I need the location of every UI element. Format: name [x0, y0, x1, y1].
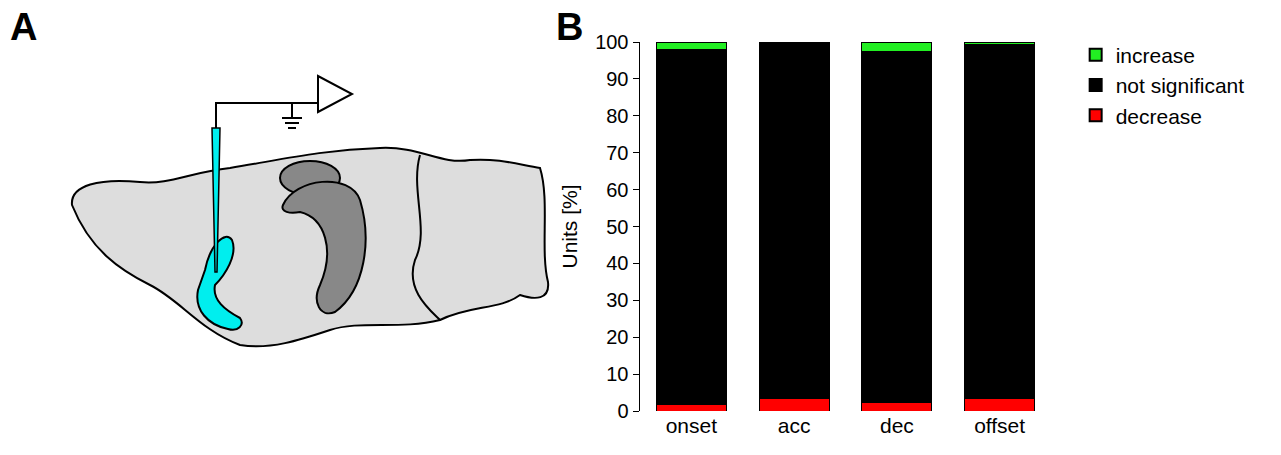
- svg-text:onset: onset: [666, 414, 718, 437]
- svg-text:dec: dec: [880, 414, 914, 437]
- svg-text:80: 80: [606, 105, 628, 127]
- svg-text:50: 50: [606, 216, 628, 238]
- svg-text:not significant: not significant: [1116, 74, 1245, 97]
- svg-text:decrease: decrease: [1116, 105, 1202, 128]
- svg-text:offset: offset: [974, 414, 1025, 437]
- svg-text:90: 90: [606, 68, 628, 90]
- svg-text:30: 30: [606, 289, 628, 311]
- svg-text:20: 20: [606, 326, 628, 348]
- svg-text:60: 60: [606, 179, 628, 201]
- svg-text:70: 70: [606, 142, 628, 164]
- svg-text:0: 0: [617, 400, 628, 422]
- html-text:B: B: [556, 6, 584, 48]
- svg-text:10: 10: [606, 363, 628, 385]
- html-text:A: A: [10, 6, 38, 48]
- svg-text:40: 40: [606, 252, 628, 274]
- svg-text:100: 100: [595, 31, 628, 53]
- svg-text:acc: acc: [778, 414, 811, 437]
- svg-text:increase: increase: [1116, 44, 1195, 67]
- svg-text:Units [%]: Units [%]: [558, 184, 581, 268]
